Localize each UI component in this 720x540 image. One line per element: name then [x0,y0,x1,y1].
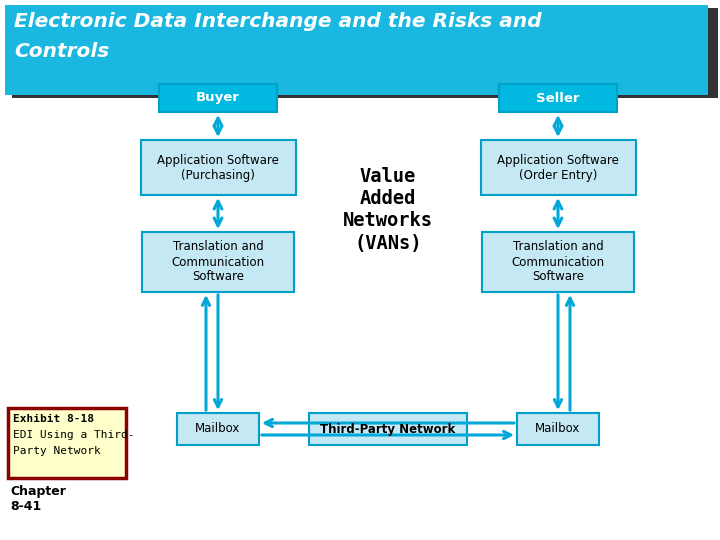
Text: Party Network: Party Network [13,446,101,456]
Text: Electronic Data Interchange and the Risks and: Electronic Data Interchange and the Risk… [14,12,541,31]
FancyBboxPatch shape [8,408,126,478]
Text: Mailbox: Mailbox [195,422,240,435]
Text: Exhibit 8-18: Exhibit 8-18 [13,414,94,424]
Text: Chapter
8-41: Chapter 8-41 [10,485,66,513]
FancyBboxPatch shape [177,413,259,445]
Text: Translation and
Communication
Software: Translation and Communication Software [511,240,605,284]
FancyBboxPatch shape [5,5,708,95]
FancyBboxPatch shape [481,140,636,195]
FancyBboxPatch shape [309,413,467,445]
Text: Application Software
(Order Entry): Application Software (Order Entry) [497,154,619,182]
FancyBboxPatch shape [12,8,718,98]
Text: Application Software
(Purchasing): Application Software (Purchasing) [157,154,279,182]
Text: EDI Using a Third-: EDI Using a Third- [13,430,135,440]
Text: Translation and
Communication
Software: Translation and Communication Software [171,240,264,284]
FancyBboxPatch shape [482,232,634,292]
Text: Controls: Controls [14,42,109,61]
Text: Mailbox: Mailbox [535,422,581,435]
FancyBboxPatch shape [517,413,599,445]
Text: Seller: Seller [536,91,580,105]
Text: Buyer: Buyer [196,91,240,105]
Text: Third-Party Network: Third-Party Network [320,422,456,435]
FancyBboxPatch shape [159,84,277,112]
FancyBboxPatch shape [142,232,294,292]
Text: Value
Added
Networks
(VANs): Value Added Networks (VANs) [343,167,433,253]
FancyBboxPatch shape [141,140,296,195]
FancyBboxPatch shape [499,84,617,112]
